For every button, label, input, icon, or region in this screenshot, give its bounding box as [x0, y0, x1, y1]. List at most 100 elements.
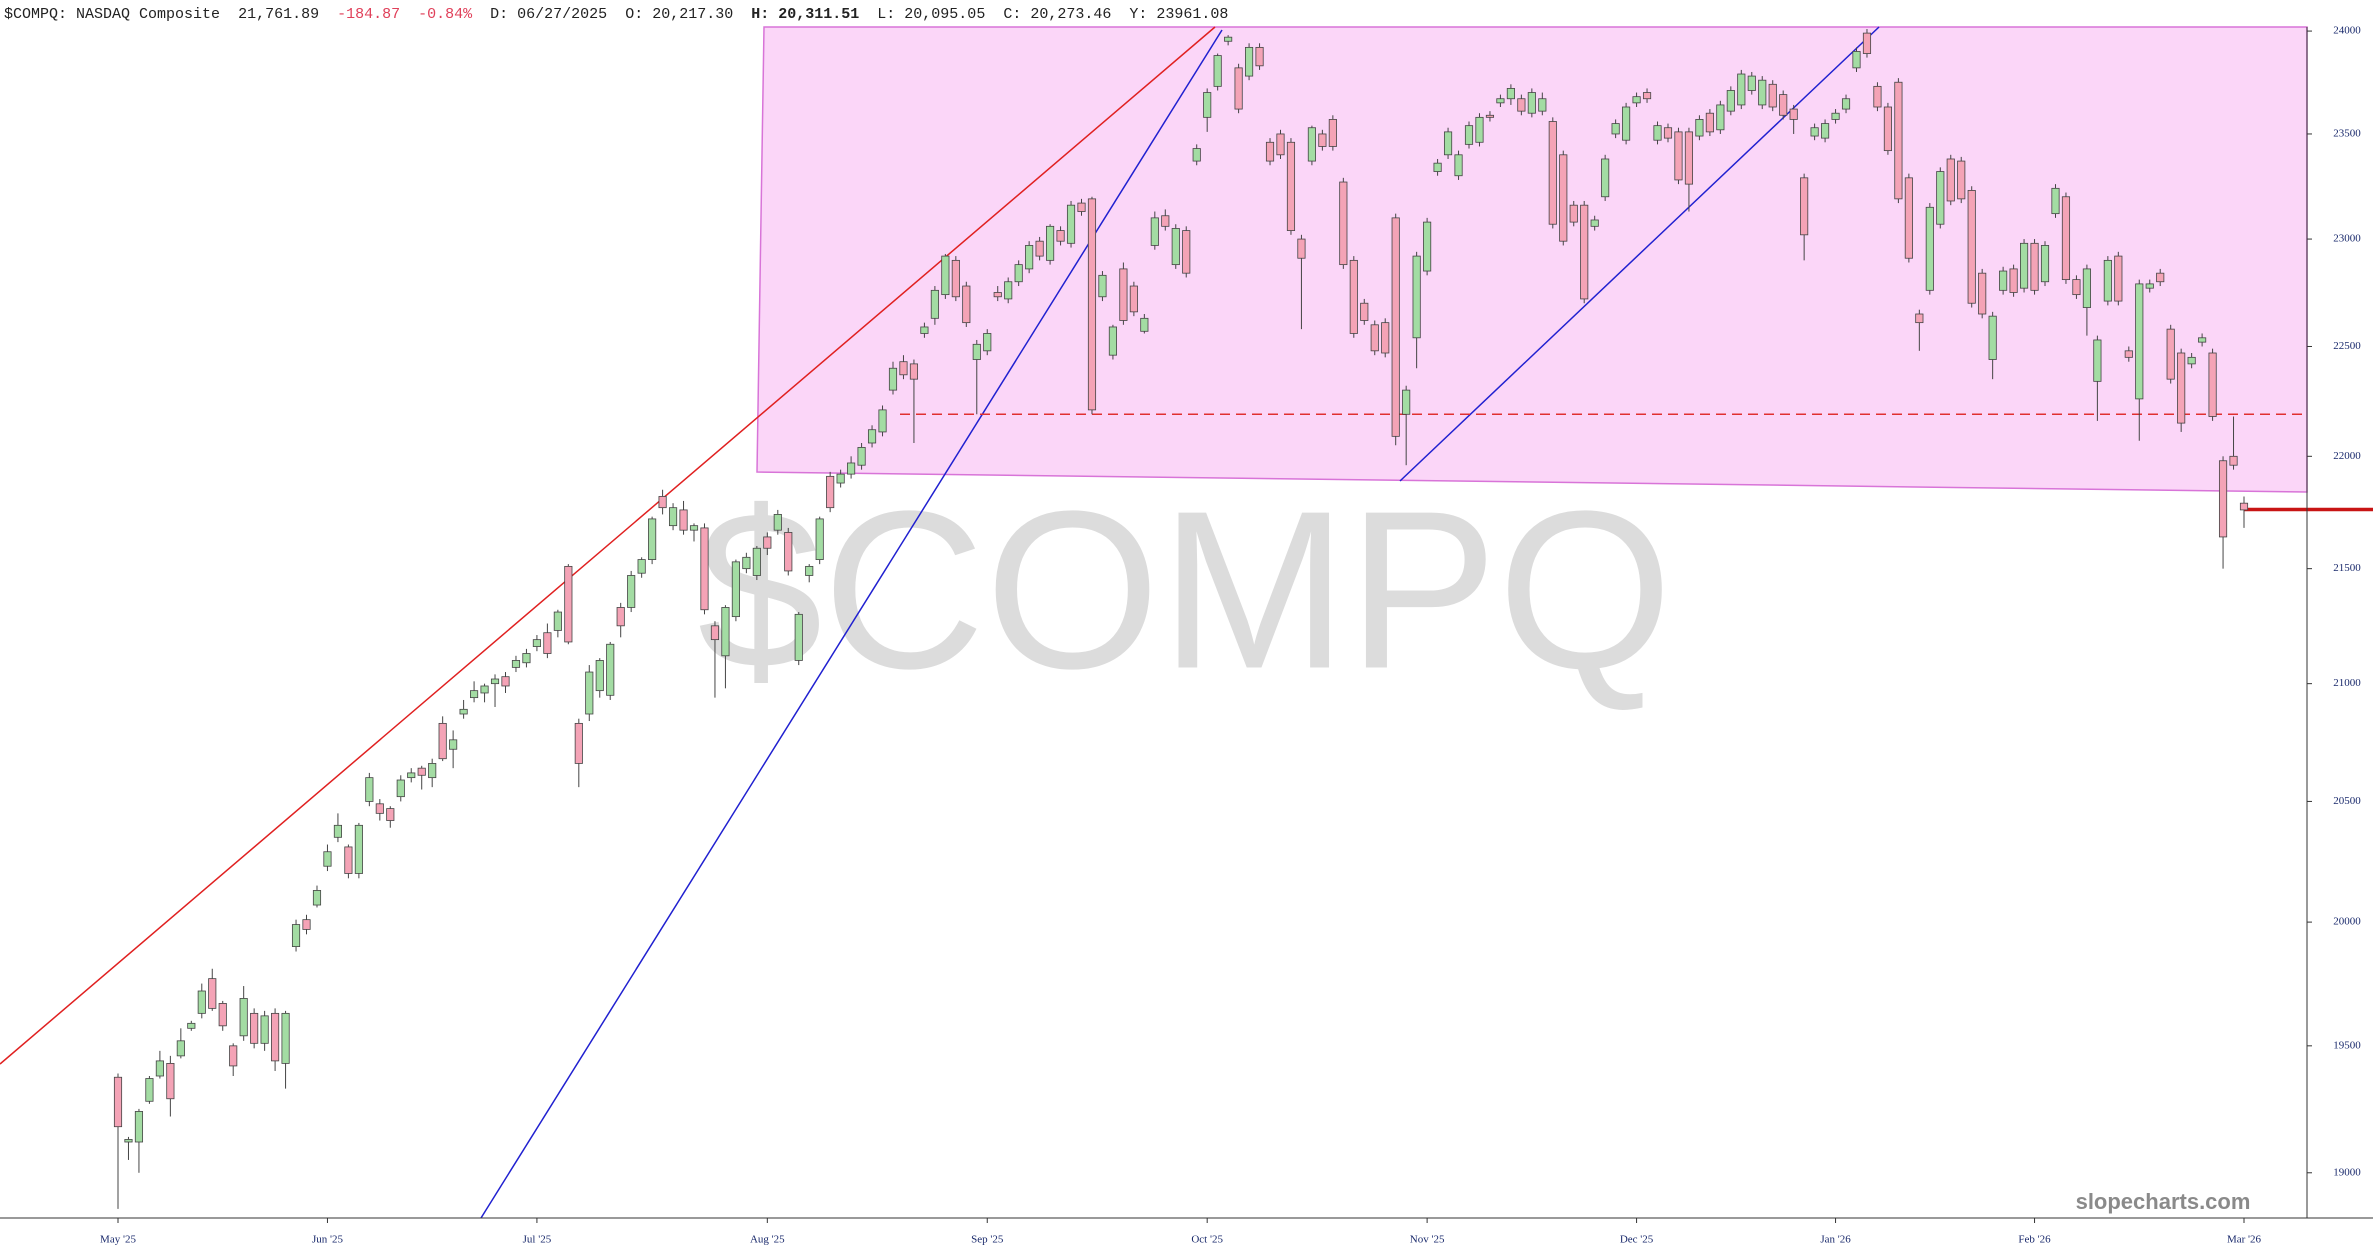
candle-body — [1496, 98, 1505, 104]
candle-body — [1517, 98, 1526, 112]
y-tick-label: 24000 — [2333, 25, 2361, 37]
candle-body — [1642, 92, 1652, 100]
candle-body — [1056, 230, 1065, 242]
candle-body — [1841, 98, 1851, 110]
candle-body — [1716, 104, 1725, 131]
candle-body — [721, 607, 730, 657]
candle-body — [522, 653, 531, 664]
candle-body — [972, 343, 981, 360]
candle-body — [1915, 313, 1924, 324]
candle-body — [511, 660, 521, 668]
candle-body — [229, 1045, 238, 1067]
change-pct: -0.84% — [418, 6, 473, 23]
candle-body — [1622, 106, 1631, 141]
candle-body — [1726, 90, 1735, 112]
candle-body — [1150, 217, 1159, 246]
candle-body — [1046, 225, 1055, 261]
candle-body — [1747, 75, 1756, 91]
candle-body — [1349, 259, 1358, 334]
candle-body — [836, 473, 845, 484]
candle-body — [847, 462, 856, 475]
candle-body — [1381, 322, 1390, 354]
candle-body — [176, 1040, 185, 1057]
candle-body — [1087, 198, 1097, 411]
candle-body — [312, 890, 322, 906]
candle-body — [2072, 279, 2081, 296]
y-tick-label: 22500 — [2333, 340, 2361, 352]
candle-body — [2208, 352, 2217, 417]
candle-body — [1580, 204, 1589, 300]
candle-body — [396, 779, 405, 798]
candle-body — [407, 772, 416, 779]
candle-body — [386, 808, 395, 821]
candle-body — [983, 333, 992, 352]
candle-body — [543, 632, 552, 654]
candle-body — [323, 851, 332, 867]
candle-body — [1779, 94, 1788, 116]
candle-body — [2187, 356, 2196, 365]
change: -184.87 — [337, 6, 400, 23]
candle-body — [2135, 283, 2144, 400]
candle-body — [2145, 283, 2154, 289]
candle-body — [2239, 502, 2249, 511]
candle-body — [1674, 131, 1683, 181]
candle-body — [1988, 315, 1997, 360]
candle-body — [166, 1063, 175, 1100]
candle-body — [2114, 255, 2123, 302]
candle-body — [1506, 88, 1515, 100]
x-tick-label: Mar '26 — [2227, 1234, 2262, 1246]
candle-body — [1119, 268, 1128, 321]
x-tick-label: Oct '25 — [1191, 1234, 1223, 1246]
candle-body — [1789, 108, 1798, 120]
candle-body — [113, 1076, 123, 1128]
candle-body — [333, 824, 342, 838]
candle-body — [449, 739, 458, 750]
candle-body — [2051, 187, 2060, 215]
candle-body — [1684, 131, 1694, 185]
candle-body — [1768, 83, 1777, 108]
x-tick-label: Sep '25 — [971, 1234, 1004, 1246]
candle-body — [1433, 162, 1442, 172]
y-tick-label: 20500 — [2333, 795, 2361, 807]
candle-body — [888, 367, 898, 391]
candle-body — [1192, 148, 1201, 162]
x-tick-label: Jan '26 — [1820, 1234, 1851, 1246]
candle-body — [648, 518, 657, 560]
candle-body — [281, 1012, 290, 1064]
candle-body — [1967, 190, 1976, 304]
candle-body — [1800, 177, 1809, 236]
candle-body — [1328, 119, 1337, 147]
candle-body — [742, 556, 751, 570]
candle-body — [1098, 274, 1107, 298]
candle-body — [1004, 281, 1013, 300]
candle-body — [1611, 123, 1620, 135]
candle-body — [218, 1003, 227, 1027]
annotations — [0, 26, 2373, 1219]
candle-body — [1318, 133, 1327, 147]
candle-body — [302, 919, 311, 930]
candle-body — [878, 409, 887, 433]
candle-body — [637, 559, 646, 574]
candle-body — [1559, 154, 1568, 242]
candle-body — [124, 1139, 133, 1143]
candle-body — [1946, 158, 1955, 202]
candle-body — [606, 643, 615, 696]
candle-body — [1307, 127, 1316, 162]
trend-line — [1399, 26, 1880, 482]
candle-body — [993, 292, 1002, 298]
symbol: $COMPQ: NASDAQ Composite — [4, 6, 220, 23]
candle-body — [480, 685, 489, 694]
candle-body — [553, 611, 562, 631]
header: $COMPQ: NASDAQ Composite 21,761.89 -184.… — [4, 6, 1228, 23]
date: D: 06/27/2025 — [490, 6, 607, 23]
candle-body — [1883, 106, 1892, 152]
candle-body — [1737, 73, 1746, 106]
candle-body — [2166, 328, 2175, 380]
candle-body — [470, 690, 479, 699]
candle-body — [490, 678, 500, 685]
high: H: 20,311.51 — [751, 6, 859, 23]
candle-body — [1339, 181, 1348, 266]
candle-body — [1527, 92, 1536, 114]
candle-body — [574, 722, 583, 764]
x-tick-label: Aug '25 — [750, 1234, 785, 1246]
